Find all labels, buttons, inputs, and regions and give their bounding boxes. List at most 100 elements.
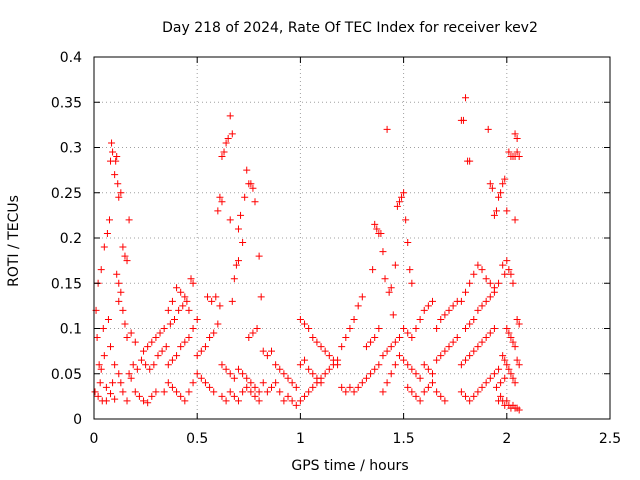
data-point [395, 198, 403, 206]
data-point [107, 390, 115, 398]
data-point [490, 370, 498, 378]
data-point [482, 334, 490, 342]
data-point [228, 297, 236, 305]
data-point [373, 225, 381, 233]
data-point [346, 383, 354, 391]
data-point [109, 148, 117, 156]
data-point [350, 315, 358, 323]
data-point [119, 306, 127, 314]
data-point [100, 352, 108, 360]
data-point [222, 365, 230, 373]
data-point [115, 193, 123, 201]
data-point [146, 365, 154, 373]
data-point [503, 361, 511, 369]
data-point [412, 325, 420, 332]
data-point [111, 395, 119, 403]
y-tick-label: 0.25 [51, 186, 82, 202]
data-point [187, 275, 195, 283]
data-point [276, 365, 284, 373]
data-point [441, 311, 449, 319]
data-point [490, 325, 498, 332]
data-point [175, 306, 183, 314]
data-point [462, 392, 470, 400]
data-point [325, 365, 333, 373]
data-point [268, 383, 276, 391]
data-point [383, 125, 391, 133]
data-point [358, 293, 366, 301]
data-point [177, 392, 185, 400]
data-point [412, 392, 420, 400]
data-point [416, 397, 424, 405]
data-point [263, 352, 271, 360]
data-point [445, 343, 453, 351]
data-point [317, 379, 325, 387]
data-point [393, 202, 401, 210]
data-point [400, 356, 408, 364]
data-point [218, 361, 226, 369]
data-point [230, 275, 238, 283]
x-tick-label: 0.5 [186, 431, 208, 447]
data-point [204, 293, 212, 301]
data-point [466, 352, 474, 360]
data-point [515, 406, 523, 414]
data-point [391, 261, 399, 269]
data-point [338, 383, 346, 391]
data-point [135, 392, 143, 400]
data-point [484, 125, 492, 133]
data-point [218, 392, 226, 400]
data-point [301, 320, 309, 328]
data-point [379, 248, 387, 256]
data-point [148, 392, 156, 400]
data-point [164, 379, 172, 387]
data-point [383, 379, 391, 387]
data-point [354, 302, 362, 310]
data-point [391, 338, 399, 346]
grid-lines [94, 57, 610, 419]
data-point [478, 302, 486, 310]
data-point [338, 343, 346, 351]
data-point [428, 297, 436, 305]
data-point [408, 334, 416, 342]
data-point [280, 370, 288, 378]
data-point [470, 270, 478, 278]
data-point [499, 180, 507, 188]
data-point [292, 401, 300, 409]
data-point [503, 257, 511, 265]
data-point [150, 361, 158, 369]
data-point [474, 261, 482, 269]
data-point [103, 229, 111, 237]
data-point [437, 392, 445, 400]
data-point [115, 279, 123, 287]
data-point [152, 334, 160, 342]
data-point [119, 388, 127, 396]
data-point [313, 338, 321, 346]
data-point [507, 270, 515, 278]
data-point [505, 365, 513, 373]
data-point [114, 180, 122, 188]
data-point [305, 365, 313, 373]
data-point [511, 343, 519, 351]
data-point [466, 157, 474, 165]
data-point [433, 325, 441, 332]
axis-ticks: 0 0.5 1 1.5 2 2.5 0 0.05 0.1 0.15 0.2 0.25 0.3 0.35 0.… [51, 50, 621, 447]
data-point [379, 352, 387, 360]
data-point [385, 288, 393, 296]
data-point [177, 288, 185, 296]
data-point [301, 392, 309, 400]
data-point [272, 361, 280, 369]
data-point [108, 139, 116, 147]
data-point [226, 388, 234, 396]
data-point [346, 325, 354, 332]
data-point [249, 184, 257, 192]
data-point [197, 374, 205, 382]
data-point [462, 325, 470, 332]
data-point [515, 320, 523, 328]
data-point [387, 343, 395, 351]
data-point [105, 216, 113, 224]
data-point [168, 297, 176, 305]
data-point [387, 284, 395, 292]
data-point [131, 338, 139, 346]
data-point [125, 370, 133, 378]
data-point [404, 239, 412, 247]
